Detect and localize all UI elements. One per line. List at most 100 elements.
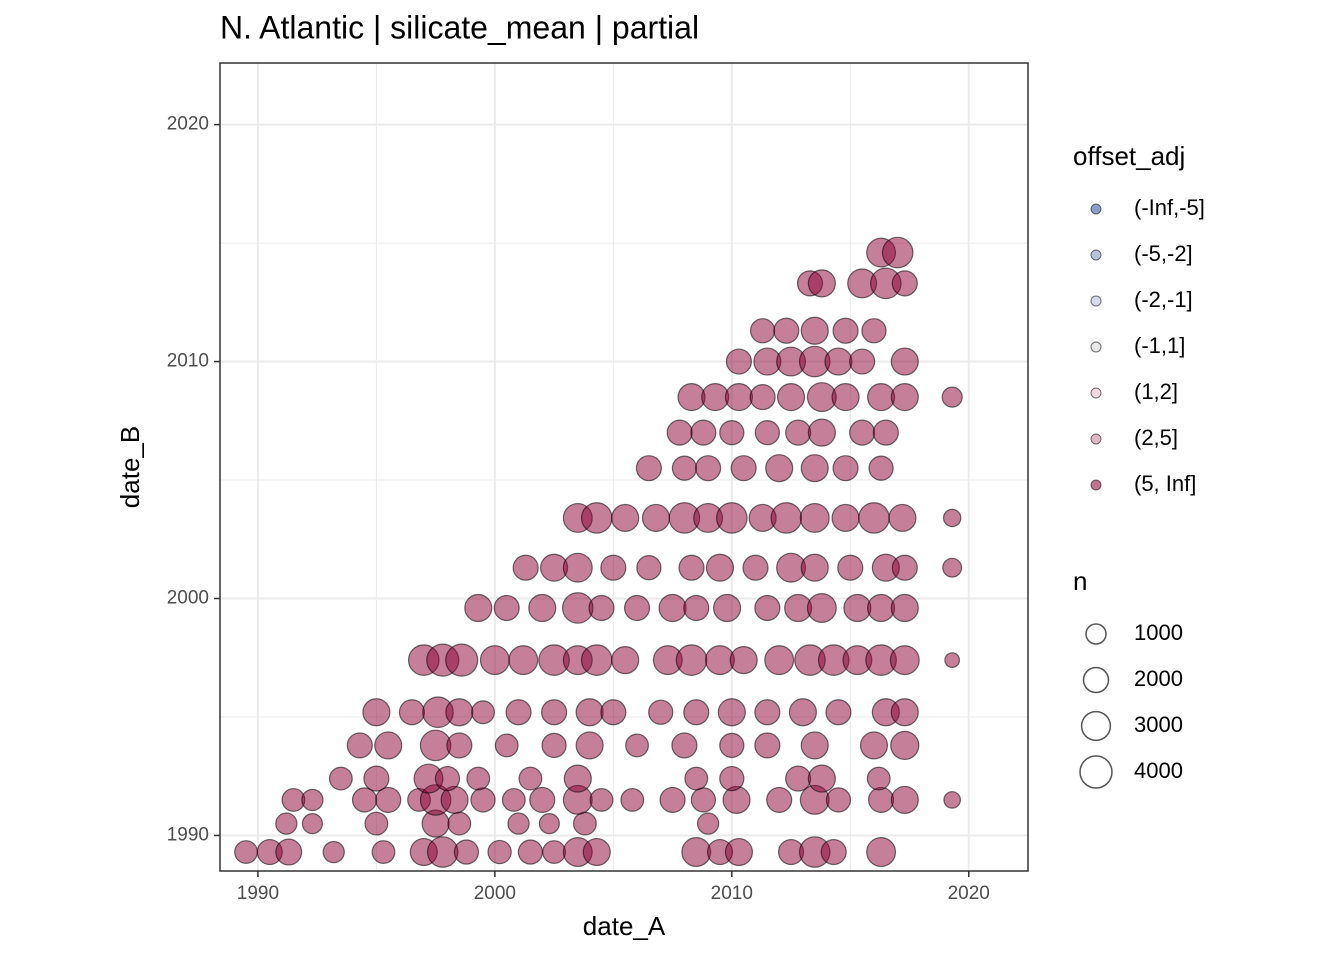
legend-label: (5, Inf]	[1134, 471, 1196, 496]
legend-key	[1090, 341, 1102, 353]
point	[328, 766, 353, 791]
point	[588, 594, 615, 622]
y-tick-label: 2010	[167, 351, 209, 372]
point	[770, 502, 803, 534]
point	[671, 732, 698, 759]
point	[470, 787, 496, 813]
legend-label: (-Inf,-5]	[1134, 195, 1205, 220]
point	[351, 787, 378, 813]
point	[398, 699, 426, 726]
point	[825, 699, 852, 726]
point	[754, 594, 781, 622]
point	[677, 383, 706, 412]
point	[538, 813, 560, 835]
point	[681, 837, 712, 868]
point	[362, 698, 391, 727]
point	[722, 785, 751, 815]
x-axis-label: date_A	[583, 911, 666, 941]
point	[620, 787, 645, 812]
point	[471, 700, 495, 725]
point	[825, 787, 852, 813]
y-axis-label: date_B	[115, 426, 145, 508]
point	[648, 699, 674, 725]
point	[868, 786, 895, 814]
point	[636, 555, 662, 581]
point	[563, 764, 592, 793]
point	[868, 455, 894, 481]
point	[346, 732, 373, 759]
point	[572, 811, 597, 836]
point	[729, 646, 758, 675]
legend-key	[1090, 295, 1102, 307]
point	[611, 503, 640, 533]
point	[635, 455, 662, 482]
point	[301, 788, 324, 812]
point	[944, 652, 961, 669]
point	[683, 594, 710, 622]
size-legend-key	[1082, 666, 1110, 694]
point	[858, 502, 890, 534]
size-legend-key	[1080, 710, 1112, 742]
point	[696, 812, 720, 835]
point	[695, 455, 722, 482]
size-legend-label: 1000	[1134, 620, 1183, 645]
point	[881, 236, 914, 269]
point	[766, 786, 793, 814]
point	[859, 731, 889, 760]
point	[832, 455, 859, 482]
point	[541, 699, 568, 726]
point	[275, 812, 298, 835]
x-tick-label: 2010	[711, 883, 753, 904]
point	[724, 383, 754, 412]
point	[872, 419, 899, 446]
y-tick-label: 1990	[167, 824, 209, 845]
point	[234, 840, 259, 864]
point	[754, 419, 781, 446]
point	[942, 557, 963, 578]
point	[891, 270, 918, 297]
point	[867, 383, 896, 412]
size-legend-key	[1085, 623, 1107, 645]
point	[301, 813, 324, 835]
point	[890, 383, 919, 412]
point	[717, 698, 746, 727]
point	[371, 840, 396, 864]
legend-label: (1,2]	[1134, 379, 1178, 404]
point	[849, 419, 876, 446]
point	[363, 765, 390, 792]
point	[487, 839, 512, 865]
point	[719, 419, 745, 446]
point	[866, 837, 897, 868]
point	[832, 317, 859, 344]
point	[754, 732, 781, 759]
point	[374, 731, 403, 760]
point	[824, 347, 853, 376]
point	[364, 811, 389, 836]
point	[807, 418, 836, 447]
point	[941, 386, 963, 408]
point	[517, 839, 544, 865]
legend-key	[1090, 387, 1102, 399]
point	[575, 698, 604, 727]
point	[611, 646, 640, 675]
point	[773, 317, 800, 344]
point	[785, 765, 812, 792]
size-legend-label: 2000	[1134, 666, 1183, 691]
point	[508, 645, 539, 676]
point	[447, 811, 472, 836]
point	[580, 502, 613, 534]
point	[501, 787, 526, 812]
legend-key	[1090, 433, 1102, 445]
point	[658, 593, 687, 623]
point	[820, 838, 847, 866]
point	[807, 764, 836, 793]
point	[943, 791, 962, 809]
point	[426, 836, 459, 868]
legend-label: (-1,1]	[1134, 333, 1185, 358]
point	[719, 765, 745, 792]
point	[866, 766, 891, 791]
point	[800, 553, 829, 582]
point	[788, 698, 817, 727]
size-legend-title: n	[1073, 566, 1087, 596]
point	[800, 316, 829, 345]
